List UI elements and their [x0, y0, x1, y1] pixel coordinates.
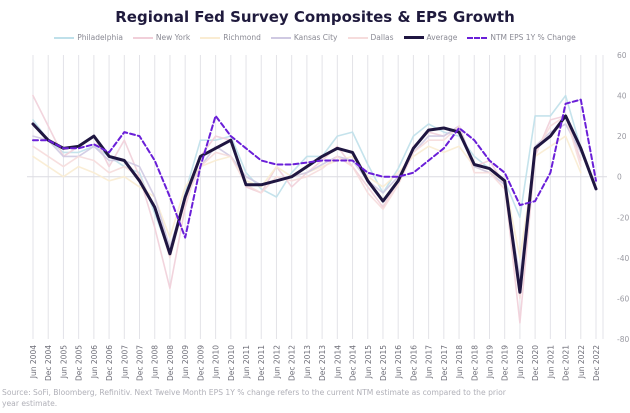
y-tick-label: -20: [617, 213, 629, 222]
legend-label: New York: [155, 33, 191, 42]
x-tick-label: Dec 2011: [257, 345, 266, 381]
legend-label: Philadelphia: [77, 33, 123, 42]
series-group: [31, 94, 598, 324]
legend-item-kansas-city: Kansas City: [270, 33, 338, 42]
legend-swatch: [200, 36, 221, 39]
legend-swatch: [54, 36, 75, 39]
y-tick-label: 40: [617, 92, 627, 101]
legend-swatch: [132, 36, 153, 39]
x-tick-label: Jun 2007: [120, 345, 129, 379]
x-tick-label: Dec 2006: [105, 345, 114, 381]
x-tick-label: Jun 2005: [59, 345, 68, 379]
x-tick-label: Dec 2018: [470, 345, 479, 381]
x-tick-label: Dec 2010: [227, 345, 236, 381]
legend-swatch: [347, 36, 368, 39]
legend-label: Kansas City: [293, 33, 338, 42]
series-line-ntm-eps-1y-change: [32, 98, 597, 239]
x-tick-label: Dec 2016: [409, 345, 418, 381]
x-tick-label: Jun 2020: [516, 345, 525, 379]
x-tick-label: Jun 2006: [90, 345, 99, 379]
x-tick-label: Dec 2019: [501, 345, 510, 381]
x-tick-label: Jun 2016: [394, 345, 403, 379]
x-tick-label: Jun 2015: [364, 345, 373, 379]
series-line-dallas: [32, 115, 582, 300]
x-tick-label: Dec 2020: [531, 345, 540, 381]
y-tick-label: 60: [617, 51, 627, 60]
y-axis: 60 40 20 0 -20 -40 -60 -80: [617, 51, 629, 344]
legend-swatch: [467, 36, 488, 39]
x-tick-label: Dec 2009: [196, 345, 205, 381]
x-tick-label: Dec 2021: [562, 345, 571, 381]
y-tick-label: 0: [617, 173, 622, 182]
y-tick-label: 20: [617, 132, 627, 141]
legend-item-philadelphia: Philadelphia: [54, 33, 123, 42]
chart-legend: Philadelphia New York Richmond Kansas Ci…: [0, 33, 630, 42]
y-tick-label: -80: [617, 335, 629, 344]
legend-item-dallas: Dallas: [347, 33, 394, 42]
legend-item-richmond: Richmond: [200, 33, 261, 42]
chart-title: Regional Fed Survey Composites & EPS Gro…: [115, 8, 515, 26]
x-tick-label: Dec 2007: [136, 345, 145, 381]
source-note: Source: SoFi, Bloomberg, Refinitiv. Next…: [2, 388, 506, 408]
y-tick-label: -40: [617, 254, 629, 263]
x-tick-label: Jun 2017: [425, 345, 434, 379]
x-tick-label: Dec 2017: [440, 345, 449, 381]
x-tick-label: Jun 2019: [485, 345, 494, 379]
x-tick-label: Jun 2009: [181, 345, 190, 379]
legend-label: Richmond: [223, 33, 261, 42]
x-tick-label: Jun 2018: [455, 345, 464, 379]
x-tick-label: Jun 2022: [577, 345, 586, 379]
x-tick-label: Jun 2012: [272, 345, 281, 379]
x-tick-label: Jun 2010: [212, 345, 221, 379]
x-tick-label: Dec 2005: [75, 345, 84, 381]
legend-label: Dallas: [370, 33, 394, 42]
x-tick-label: Jun 2011: [242, 345, 251, 379]
x-tick-label: Jun 2013: [303, 345, 312, 379]
y-tick-label: -60: [617, 294, 629, 303]
legend-item-average: Average: [403, 33, 458, 42]
x-tick-label: Dec 2004: [44, 345, 53, 381]
x-tick-label: Jun 2004: [29, 345, 38, 379]
legend-label: NTM EPS 1Y % Change: [490, 33, 576, 42]
x-tick-label: Dec 2008: [166, 345, 175, 381]
x-tick-label: Dec 2015: [379, 345, 388, 381]
legend-item-ntm-eps: NTM EPS 1Y % Change: [467, 33, 576, 42]
x-tick-label: Dec 2012: [288, 345, 297, 381]
legend-swatch: [403, 36, 424, 39]
x-axis: Jun 2004 Dec 2004 Jun 2005 Dec 2005 Jun 2006…: [29, 345, 601, 381]
legend-item-new-york: New York: [132, 33, 191, 42]
x-tick-label: Dec 2014: [349, 345, 358, 381]
legend-swatch: [270, 36, 291, 39]
x-tick-label: Dec 2022: [592, 345, 601, 381]
x-tick-label: Jun 2014: [333, 345, 342, 379]
legend-label: Average: [426, 33, 458, 42]
x-tick-label: Jun 2021: [546, 345, 555, 379]
x-tick-label: Dec 2013: [318, 345, 327, 381]
x-tick-label: Jun 2008: [151, 345, 160, 379]
